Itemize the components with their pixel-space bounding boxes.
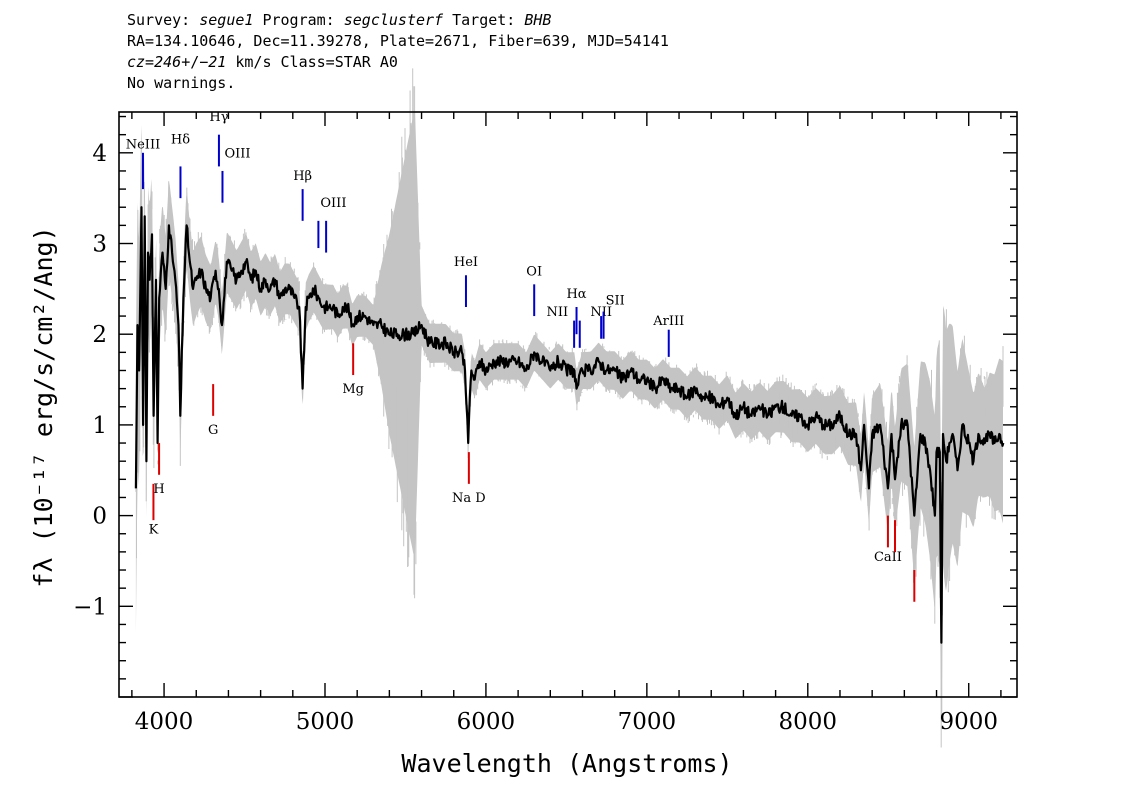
cz-plusminus: +/− (181, 53, 209, 71)
emission-line-label: NeIII (126, 137, 160, 152)
absorption-line-label: Na D (452, 491, 486, 506)
noise-band (135, 110, 1003, 745)
flux-line (134, 206, 1005, 644)
header-line-coordinates: RA=134.10646, Dec=11.39278, Plate=2671, … (127, 32, 669, 50)
axis-titles: Wavelength (Angstroms) fλ (10⁻¹⁷ erg/s/c… (29, 226, 733, 778)
y-tick-label: 3 (92, 232, 107, 258)
cz-class: km/s Class=STAR A0 (226, 53, 398, 71)
absorption-line-label: K (149, 523, 159, 538)
emission-line-label: Hα (566, 287, 586, 302)
cz-value: 246 (154, 53, 182, 71)
emission-line-label: NII (546, 305, 568, 320)
spectrum-header: Survey: segue1 Program: segclusterf Targ… (127, 10, 669, 94)
y-tick-label: 4 (92, 141, 107, 167)
emission-line-label: OIII (320, 196, 346, 211)
emission-line-label: OIII (224, 146, 250, 161)
emission-line-label: HeI (454, 255, 478, 270)
cz-error: 21 (208, 53, 227, 71)
flux-series-group (134, 206, 1005, 644)
absorption-line-label: Mg (342, 382, 364, 397)
spectral-line-markers: NeIII HδHγOIIIHβOIIIHeIOINIIHαNIISIIArIII… (126, 110, 916, 602)
emission-line-label: NII (590, 305, 612, 320)
survey-value: segue1 (199, 11, 254, 29)
program-value: segclusterf (343, 11, 444, 29)
emission-line-label: OI (526, 264, 542, 279)
x-tick-label: 6000 (457, 709, 516, 735)
target-label: Target: (443, 11, 525, 29)
y-tick-label: 0 (92, 504, 107, 530)
header-line-redshift: cz=246+/−21 km/s Class=STAR A0 (127, 52, 669, 73)
y-tick-label: 2 (92, 322, 107, 348)
emission-line-label: Hγ (209, 110, 228, 125)
y-tick-label: −1 (73, 594, 107, 620)
target-value: BHB (524, 11, 552, 29)
plot-frame (118, 111, 1018, 698)
noise-band-group (135, 110, 1003, 745)
y-axis-title: fλ (10⁻¹⁷ erg/s/cm²/Ang) (29, 226, 58, 587)
absorption-line-label: H (153, 482, 164, 497)
absorption-line-label: CaII (874, 550, 902, 565)
program-label: Program: (253, 11, 344, 29)
emission-line-label: Hδ (171, 133, 190, 148)
absorption-line-label: G (208, 423, 218, 438)
header-line-survey: Survey: segue1 Program: segclusterf Targ… (127, 10, 669, 31)
plot-border (118, 111, 1018, 698)
survey-label: Survey: (127, 11, 200, 29)
cz-label: cz= (127, 53, 155, 71)
x-axis-title: Wavelength (Angstroms) (401, 749, 732, 778)
x-tick-label: 5000 (296, 709, 355, 735)
emission-line-label: ArIII (652, 314, 684, 329)
emission-line-label: SII (606, 293, 625, 308)
x-tick-label: 4000 (135, 709, 194, 735)
axis-ticks: 4000 5000 6000 7000 8000 9000 −1 0 1 2 3 4 (73, 112, 1017, 735)
x-tick-label: 7000 (618, 709, 677, 735)
emission-line-label: Hβ (293, 169, 312, 184)
header-line-warnings: No warnings. (127, 74, 236, 92)
x-tick-label: 8000 (779, 709, 838, 735)
x-tick-label: 9000 (939, 709, 998, 735)
y-tick-label: 1 (92, 413, 107, 439)
